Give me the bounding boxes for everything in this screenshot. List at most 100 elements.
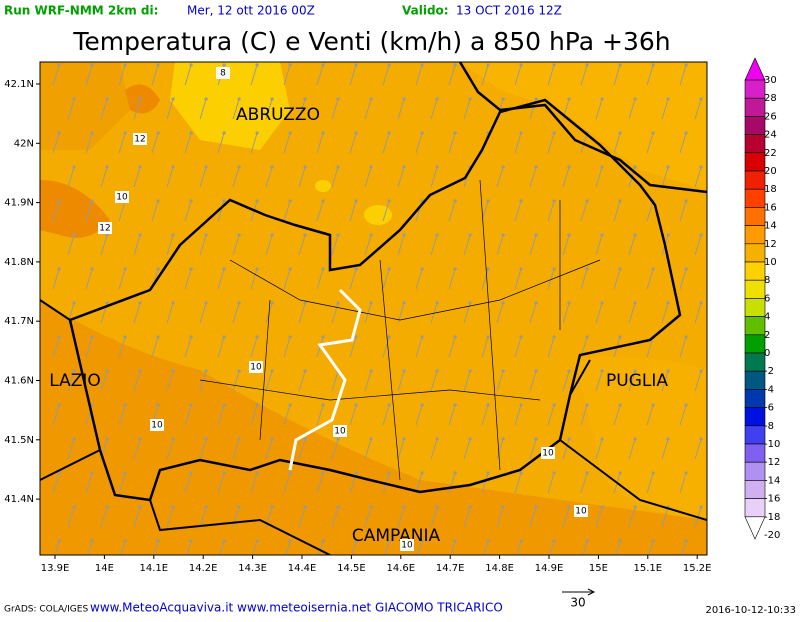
wind-arrow <box>232 302 240 324</box>
wind-arrow <box>694 166 702 188</box>
wind-arrow-head <box>666 233 670 237</box>
wind-arrow-head <box>453 335 457 339</box>
wind-arrow-head <box>651 471 655 475</box>
wind-arrow-head <box>255 539 259 543</box>
wind-arrow <box>118 64 126 86</box>
contour-label-box <box>98 222 112 234</box>
wind-arrow-head <box>189 199 193 203</box>
wind-arrow <box>349 404 357 426</box>
wind-arrow-head <box>501 437 505 441</box>
wind-arrow <box>415 472 423 494</box>
colorbar-label: -14 <box>764 475 780 486</box>
wind-arrow <box>529 166 537 188</box>
colorbar-label: 10 <box>764 257 777 268</box>
wind-arrow <box>67 234 75 256</box>
lat-label: 41.6N <box>4 376 34 387</box>
wind-arrow <box>316 200 324 222</box>
lon-label: 14E <box>95 563 114 574</box>
wind-arrow <box>133 166 141 188</box>
wind-arrows <box>52 63 703 555</box>
wind-arrow <box>54 540 60 555</box>
wind-arrow-head <box>105 505 109 509</box>
wind-arrow <box>184 200 192 222</box>
wind-arrow-head <box>270 369 274 373</box>
wind-arrow <box>661 302 669 324</box>
wind-arrow-head <box>138 165 142 169</box>
wind-arrow <box>298 302 306 324</box>
wind-scale-label: 30 <box>570 596 585 610</box>
wind-arrow <box>85 64 93 86</box>
wind-arrow-head <box>618 539 622 543</box>
colorbar-swatch <box>744 225 766 245</box>
wind-arrow <box>481 472 489 494</box>
wind-arrow-head <box>72 437 76 441</box>
wind-arrow <box>430 234 438 256</box>
wind-arrow-head <box>402 437 406 441</box>
wind-arrow-head <box>501 301 505 305</box>
wind-arrow-head <box>618 403 622 407</box>
wind-arrow-head <box>534 165 538 169</box>
colorbar-label: -12 <box>764 457 780 468</box>
wind-arrow <box>463 438 471 460</box>
wind-arrow <box>316 132 324 154</box>
wind-arrow-head <box>123 63 127 67</box>
wind-arrow-head <box>105 301 109 305</box>
wind-arrow-head <box>633 165 637 169</box>
wind-arrow-head <box>138 369 142 373</box>
wind-arrow <box>349 64 357 86</box>
wind-arrow <box>646 132 654 154</box>
wind-arrow-head <box>354 199 358 203</box>
wind-arrow <box>199 506 207 528</box>
lat-label: 41.9N <box>4 198 34 209</box>
wind-arrow <box>547 336 555 358</box>
colorbar-label: 24 <box>764 130 777 141</box>
wind-arrow-head <box>288 131 292 135</box>
wind-arrow-head <box>336 301 340 305</box>
wind-arrow <box>298 234 306 256</box>
wind-arrow-head <box>72 369 76 373</box>
wind-arrow-head <box>501 233 505 237</box>
wind-arrow-head <box>138 97 142 101</box>
contour-label: 10 <box>542 449 554 459</box>
wind-arrow-head <box>453 63 457 67</box>
wind-arrow-head <box>171 369 175 373</box>
colorbar-swatch <box>744 188 766 208</box>
wind-arrow-head <box>171 97 175 101</box>
wind-arrow <box>217 472 225 494</box>
wind-arrow-head <box>57 267 61 271</box>
wind-arrow-head <box>288 539 292 543</box>
wind-arrow <box>529 506 537 528</box>
wind-arrow <box>430 506 438 528</box>
wind-arrow <box>382 64 390 86</box>
wind-arrow <box>430 98 438 120</box>
wind-arrow <box>481 268 489 290</box>
wind-arrow-head <box>336 165 340 169</box>
wind-arrow-head <box>618 267 622 271</box>
wind-arrow <box>448 268 456 290</box>
wind-arrow-head <box>57 539 61 543</box>
wind-arrow-head <box>57 131 61 135</box>
wind-arrow-head <box>321 63 325 67</box>
field-warm <box>40 62 130 150</box>
wind-arrow <box>661 98 669 120</box>
wind-arrow-head <box>387 63 391 67</box>
wind-arrow-head <box>534 437 538 441</box>
wind-arrow-head <box>171 437 175 441</box>
wind-arrow-head <box>90 403 94 407</box>
wind-arrow-head <box>651 267 655 271</box>
wind-arrow <box>118 404 126 426</box>
wind-arrow <box>448 404 456 426</box>
wind-arrow <box>184 472 192 494</box>
contour-label-box <box>133 133 147 145</box>
wind-arrow-head <box>435 165 439 169</box>
wind-arrow-head <box>420 267 424 271</box>
wind-arrow-head <box>354 403 358 407</box>
wind-arrow-head <box>270 437 274 441</box>
wind-arrow-head <box>303 301 307 305</box>
wind-arrow <box>463 234 471 256</box>
wind-arrow-head <box>354 131 358 135</box>
wind-arrow-head <box>222 199 226 203</box>
wind-arrow <box>265 234 273 256</box>
wind-arrow <box>232 506 240 528</box>
region-label: CAMPANIA <box>352 526 441 546</box>
